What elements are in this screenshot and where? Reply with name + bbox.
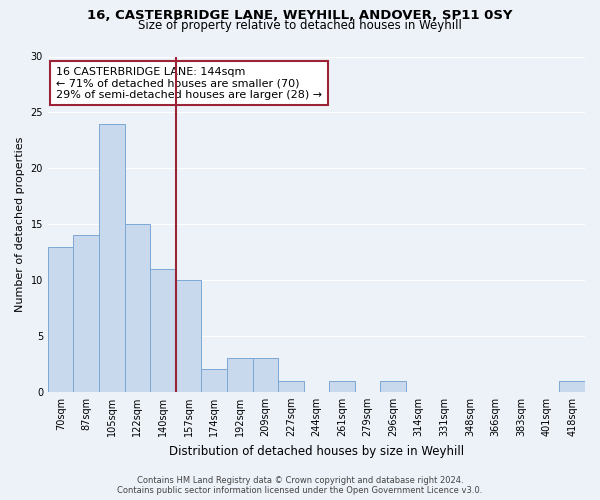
Bar bbox=[176, 280, 202, 392]
X-axis label: Distribution of detached houses by size in Weyhill: Distribution of detached houses by size … bbox=[169, 444, 464, 458]
Bar bbox=[559, 380, 585, 392]
Bar bbox=[125, 224, 150, 392]
Text: 16 CASTERBRIDGE LANE: 144sqm
← 71% of detached houses are smaller (70)
29% of se: 16 CASTERBRIDGE LANE: 144sqm ← 71% of de… bbox=[56, 66, 322, 100]
Text: Contains HM Land Registry data © Crown copyright and database right 2024.
Contai: Contains HM Land Registry data © Crown c… bbox=[118, 476, 482, 495]
Bar bbox=[99, 124, 125, 392]
Text: 16, CASTERBRIDGE LANE, WEYHILL, ANDOVER, SP11 0SY: 16, CASTERBRIDGE LANE, WEYHILL, ANDOVER,… bbox=[87, 9, 513, 22]
Bar bbox=[253, 358, 278, 392]
Bar bbox=[48, 246, 73, 392]
Y-axis label: Number of detached properties: Number of detached properties bbox=[15, 136, 25, 312]
Bar bbox=[73, 236, 99, 392]
Bar bbox=[150, 269, 176, 392]
Bar bbox=[227, 358, 253, 392]
Bar bbox=[278, 380, 304, 392]
Text: Size of property relative to detached houses in Weyhill: Size of property relative to detached ho… bbox=[138, 18, 462, 32]
Bar bbox=[329, 380, 355, 392]
Bar bbox=[380, 380, 406, 392]
Bar bbox=[202, 370, 227, 392]
